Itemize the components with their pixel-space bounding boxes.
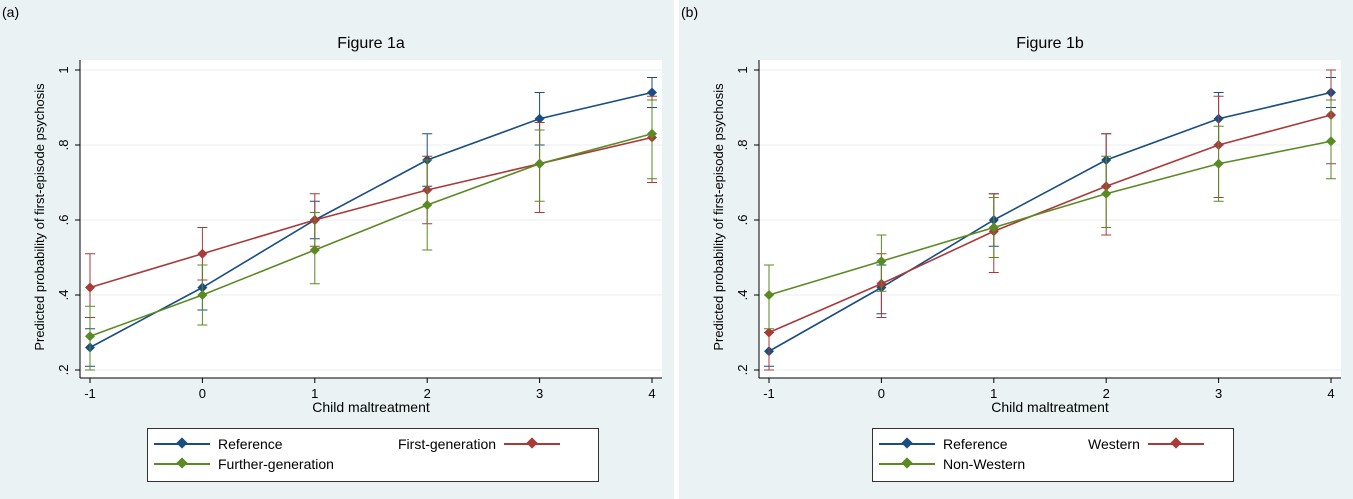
chart-title: Figure 1a: [337, 35, 405, 52]
data-point: [85, 331, 95, 342]
data-point: [197, 248, 208, 259]
y-axis-label: Predicted probability of first-episode p…: [32, 83, 47, 351]
legend-swatch: [879, 437, 935, 449]
legend-label: Reference: [943, 436, 1008, 452]
data-point: [422, 200, 433, 210]
legend-item: First-generation: [398, 435, 561, 453]
legend: Reference Western Non-Western: [872, 428, 1234, 482]
legend-swatch: [879, 457, 935, 469]
plot-area: [759, 60, 1341, 378]
series-line: [768, 140, 1332, 296]
series-line: [89, 132, 653, 338]
data-point: [647, 87, 657, 98]
chart-panel-b: (b) .2 .4 .6 .8 1 -1 0 1 2 3 4 Figure 1b Child maltr…: [679, 0, 1353, 499]
legend-label: First-generation: [398, 436, 497, 452]
chart-panel-a: (a) .2 .4 .6 .8 1 -1 0 1 2 3 4 Figure 1a Child maltr…: [0, 0, 674, 499]
chart-a: .2 .4 .6 .8 1 -1 0 1 2 3 4 Figure 1a Child maltreatm…: [32, 35, 662, 415]
legend: Reference First-generation Further-generat…: [147, 428, 599, 482]
data-point: [764, 290, 774, 300]
legend-label: Reference: [218, 436, 283, 452]
legend-swatch: [504, 437, 561, 449]
data-point: [1101, 188, 1112, 199]
plot-area: [80, 60, 662, 378]
y-tick-label: .2: [56, 365, 71, 376]
data-point: [988, 222, 999, 233]
data-point: [647, 128, 657, 139]
legend-item: Non-Western: [879, 455, 1025, 473]
x-tick-label: 1: [311, 386, 318, 401]
x-tick-label: 4: [648, 386, 655, 401]
data-point: [876, 256, 887, 267]
legend-swatch: [154, 457, 210, 469]
data-point: [534, 113, 545, 124]
data-point: [534, 158, 545, 169]
x-axis-label: Child maltreatment: [991, 399, 1109, 415]
data-point: [85, 282, 95, 293]
y-tick-label: .8: [735, 140, 750, 151]
chart-b: .2 .4 .6 .8 1 -1 0 1 2 3 4 Figure 1b Child maltreatm…: [711, 35, 1341, 415]
legend-item: Reference: [879, 435, 1008, 453]
y-tick-label: .4: [735, 290, 750, 301]
legend-label: Western: [1088, 436, 1140, 452]
chart-title: Figure 1b: [1016, 35, 1084, 52]
series-line: [768, 114, 1332, 334]
y-tick-label: 1: [735, 66, 750, 73]
y-tick-label: 1: [56, 66, 71, 73]
data-point: [764, 327, 774, 338]
x-tick-label: -1: [763, 386, 775, 401]
x-tick-label: 4: [1327, 386, 1334, 401]
y-tick-label: .4: [56, 290, 71, 301]
legend-label: Non-Western: [943, 456, 1026, 472]
legend-label: Further-generation: [218, 456, 334, 472]
legend-swatch: [154, 437, 210, 449]
data-point: [197, 290, 208, 300]
x-axis-label: Child maltreatment: [312, 399, 430, 415]
data-point: [1326, 136, 1336, 147]
panel-label: (b): [681, 4, 699, 20]
x-tick-label: 1: [990, 386, 997, 401]
data-point: [1213, 158, 1224, 169]
series-further-generation: [85, 99, 657, 371]
legend-swatch: [1147, 437, 1204, 449]
y-tick-label: .6: [735, 215, 750, 226]
series-line: [768, 91, 1332, 352]
data-point: [309, 245, 320, 255]
y-tick-label: .6: [56, 215, 71, 226]
x-tick-label: 3: [536, 386, 543, 401]
x-tick-label: 3: [1215, 386, 1222, 401]
series-line: [89, 91, 653, 349]
y-tick-label: .2: [735, 365, 750, 376]
y-axis-label: Predicted probability of first-episode p…: [711, 83, 726, 351]
x-tick-label: 0: [878, 386, 885, 401]
legend-item: Western: [1088, 435, 1204, 453]
x-tick-label: 2: [424, 386, 431, 401]
x-tick-label: -1: [84, 386, 96, 401]
x-tick-label: 0: [199, 386, 206, 401]
legend-item: Reference: [154, 435, 283, 453]
series-non-western: [764, 99, 1336, 330]
panel-label: (a): [2, 4, 20, 20]
legend-item: Further-generation: [154, 455, 334, 473]
x-tick-label: 2: [1103, 386, 1110, 401]
y-tick-label: .8: [56, 140, 71, 151]
